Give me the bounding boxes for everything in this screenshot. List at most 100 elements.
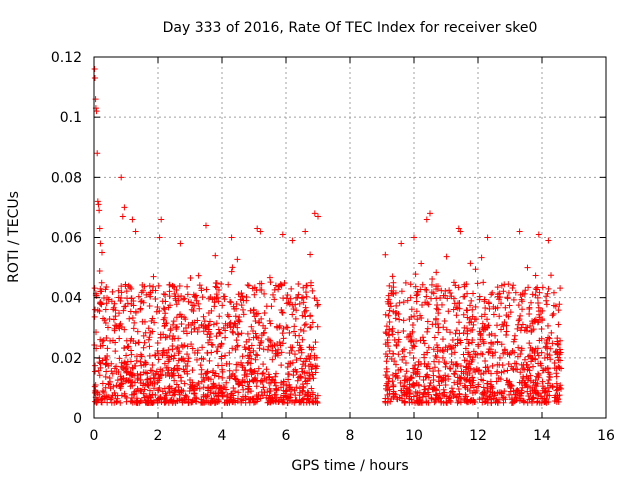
data-point — [484, 316, 491, 323]
data-point — [484, 234, 491, 241]
data-point — [189, 319, 196, 326]
data-point — [258, 315, 265, 322]
x-axis-label: GPS time / hours — [291, 458, 408, 474]
data-point — [473, 316, 480, 323]
data-point — [464, 396, 471, 403]
data-point — [173, 301, 180, 308]
data-point — [386, 390, 393, 397]
data-point — [256, 345, 263, 352]
data-point — [514, 387, 521, 394]
data-point — [284, 363, 291, 370]
data-point — [543, 301, 550, 308]
data-point — [269, 291, 276, 298]
data-point — [104, 294, 111, 301]
data-point — [464, 325, 471, 332]
data-point — [213, 384, 220, 391]
data-point — [510, 296, 517, 303]
data-point — [169, 343, 176, 350]
data-point — [538, 325, 545, 332]
data-point — [105, 362, 112, 369]
data-point — [538, 393, 545, 400]
data-point — [425, 301, 432, 308]
data-point — [526, 352, 533, 359]
data-point — [250, 377, 257, 384]
data-point — [493, 378, 500, 385]
data-point — [509, 284, 516, 291]
data-point — [268, 303, 275, 310]
data-point — [386, 347, 393, 354]
data-point — [98, 279, 105, 286]
data-point — [283, 324, 290, 331]
data-point — [115, 287, 122, 294]
x-tick-label: 6 — [282, 428, 291, 444]
data-point — [389, 290, 396, 297]
data-point — [156, 307, 163, 314]
data-point — [510, 366, 517, 373]
data-point — [454, 381, 461, 388]
data-point — [302, 228, 309, 235]
data-point — [498, 369, 505, 376]
data-point — [523, 373, 530, 380]
data-point — [498, 341, 505, 348]
data-point — [413, 308, 420, 315]
data-point — [118, 289, 125, 296]
data-point — [386, 332, 393, 339]
data-point — [95, 201, 102, 208]
data-point — [133, 398, 140, 405]
data-point — [164, 352, 171, 359]
data-point — [536, 311, 543, 318]
data-point — [270, 376, 277, 383]
data-point — [267, 320, 274, 327]
data-point — [395, 310, 402, 317]
data-point — [279, 309, 286, 316]
data-point — [533, 286, 540, 293]
data-point — [432, 321, 439, 328]
data-point — [309, 371, 316, 378]
data-point — [226, 360, 233, 367]
y-tick-label: 0 — [73, 411, 82, 427]
data-point — [442, 287, 449, 294]
data-point — [517, 351, 524, 358]
data-point — [214, 344, 221, 351]
data-point — [430, 290, 437, 297]
data-point — [449, 337, 456, 344]
data-point — [470, 290, 477, 297]
data-point — [553, 348, 560, 355]
data-point — [442, 363, 449, 370]
data-point — [286, 360, 293, 367]
data-point — [145, 336, 152, 343]
data-point — [518, 324, 525, 331]
data-point — [472, 368, 479, 375]
data-point — [252, 330, 259, 337]
data-point — [511, 391, 518, 398]
data-point — [175, 384, 182, 391]
data-point — [303, 307, 310, 314]
data-point — [546, 373, 553, 380]
data-point — [519, 365, 526, 372]
data-point — [521, 356, 528, 363]
data-point — [161, 360, 168, 367]
data-point — [406, 391, 413, 398]
data-point — [124, 343, 131, 350]
data-point — [137, 306, 144, 313]
data-point — [147, 375, 154, 382]
data-point — [518, 296, 525, 303]
data-point — [482, 326, 489, 333]
data-point — [422, 286, 429, 293]
data-point — [137, 380, 144, 387]
data-point — [93, 108, 100, 115]
data-point — [253, 334, 260, 341]
data-point — [209, 296, 216, 303]
data-point — [246, 353, 253, 360]
data-point — [485, 349, 492, 356]
data-point — [278, 362, 285, 369]
data-point — [431, 385, 438, 392]
data-point — [424, 300, 431, 307]
data-point — [434, 344, 441, 351]
data-point — [163, 334, 170, 341]
data-point — [506, 391, 513, 398]
data-point — [401, 399, 408, 406]
data-point — [489, 362, 496, 369]
data-point — [460, 351, 467, 358]
data-point — [314, 302, 321, 309]
